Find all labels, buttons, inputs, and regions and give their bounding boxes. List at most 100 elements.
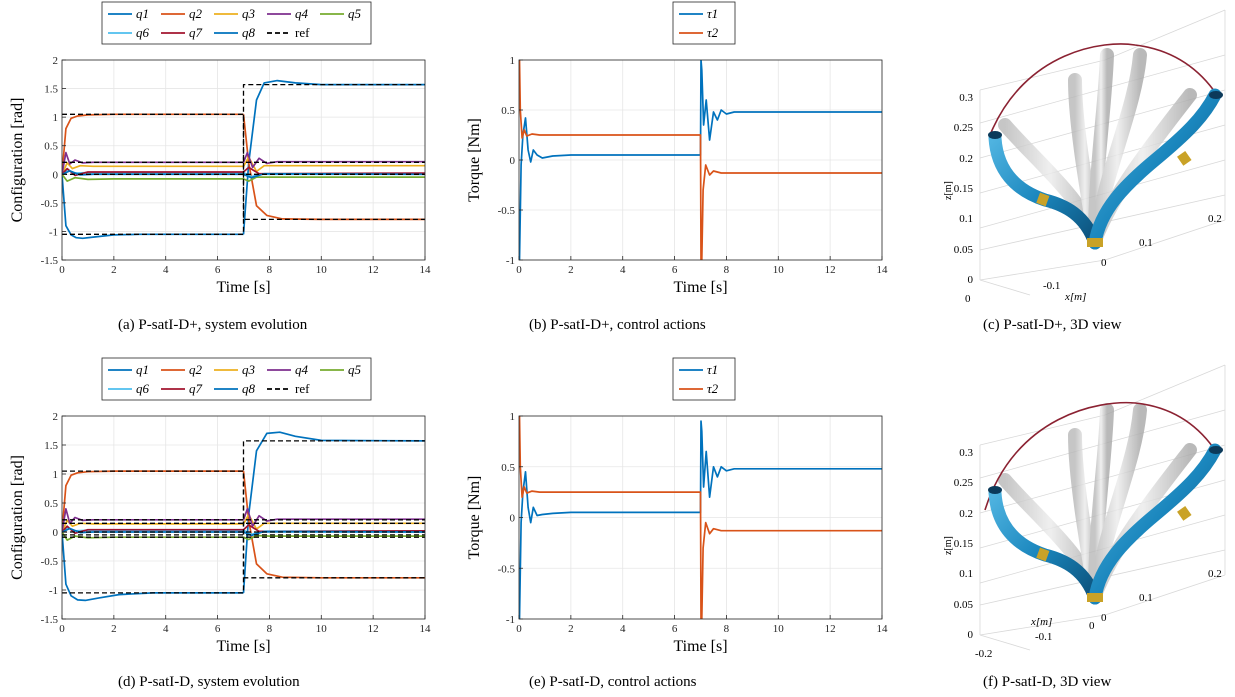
series-q2-line (242, 471, 425, 579)
caption-f: (f) P-satI-D, 3D view (983, 674, 1111, 690)
legend-label-τ1: τ1 (707, 362, 718, 377)
legend-label-q6: q6 (136, 381, 150, 396)
y-tick: 0.2 (1208, 568, 1222, 580)
x-axis-label: Time [s] (673, 279, 727, 296)
y-tick-label: -1 (49, 226, 58, 238)
z-tick-labels: 0 0.05 0.1 0.15 0.2 0.25 0.3 (954, 447, 974, 641)
series-q2-line (242, 114, 425, 221)
y-tick-label: 1.5 (44, 84, 58, 96)
z-tick: 0.25 (954, 122, 974, 134)
y-tick-label: 0.5 (501, 462, 515, 474)
y-axis-label: Configuration [rad] (9, 455, 26, 580)
legend-label-q4: q4 (295, 6, 309, 21)
x-tick-label: 2 (568, 264, 574, 276)
z-axis-label: z[m] (943, 536, 954, 555)
x-tick-label: 2 (568, 623, 574, 635)
x-tick-label: 0 (59, 623, 65, 635)
legend-label-q3: q3 (242, 362, 256, 377)
x-axis-label: Time [s] (216, 279, 270, 296)
y-tick-label: -1 (506, 614, 515, 626)
axes-frame (61, 59, 426, 261)
y-tick-label: 0.5 (501, 105, 515, 117)
x-tick-label: 10 (773, 623, 785, 635)
y-tick-label: -0.5 (498, 563, 516, 575)
panel-f: 0 0.05 0.1 0.15 0.2 0.25 0.3 z[m] 0.2 0.… (943, 364, 1226, 660)
x-axis-label: Time [s] (673, 638, 727, 655)
y-tick-label: -1.5 (41, 255, 59, 267)
x-tick-label: 6 (672, 623, 678, 635)
x-tick-label: 2 (111, 264, 117, 276)
x-tick-label: 10 (316, 623, 328, 635)
y-tick-label: 1 (510, 411, 516, 423)
y-tick: 0.2 (1208, 213, 1222, 225)
z-tick: 0.05 (954, 244, 974, 256)
y-tick: 0 (1101, 257, 1107, 269)
x-tick-label: 12 (825, 264, 836, 276)
y-tick-label: 0 (510, 513, 516, 525)
x-tick: -0.2 (975, 648, 992, 660)
panel-c: 0 0.05 0.1 0.15 0.2 0.25 0.3 z[m] 0.2 0.… (943, 9, 1226, 305)
series-q1-line (62, 174, 244, 240)
y-tick-label: -0.5 (41, 198, 59, 210)
panel-b: 0 2 4 6 8 10 12 14 -1 -0.5 0 0.5 1 Time [s] Torque [Nm… (466, 1, 888, 296)
z-tick: 0.15 (954, 538, 974, 550)
series-group (62, 79, 425, 240)
legend: q1 q2 q3 q4 q5 q6 q7 q8 ref (101, 1, 372, 45)
x-tick-label: 4 (163, 264, 169, 276)
caption-d: (d) P-satI-D, system evolution (118, 674, 300, 690)
z-tick: 0.2 (959, 508, 973, 520)
x-tick-label: 10 (773, 264, 785, 276)
x-tick-label: 10 (316, 264, 328, 276)
series-group (519, 416, 882, 619)
x-tick-label: 0 (516, 264, 522, 276)
z-tick: 0.15 (954, 183, 974, 195)
z-axis-label: z[m] (943, 181, 954, 200)
x-tick-label: 0 (516, 623, 522, 635)
x-tick: -0.1 (1043, 280, 1060, 292)
x-tick-label: 8 (724, 623, 730, 635)
legend-label-q3: q3 (242, 6, 256, 21)
y-tick-label: 0 (53, 527, 59, 539)
y-axis-label: Torque [Nm] (466, 118, 483, 202)
legend-label-τ2: τ2 (707, 25, 719, 40)
y-tick-label: 0 (53, 169, 59, 181)
x-tick-label: 8 (267, 264, 273, 276)
x-tick-label: 12 (825, 623, 836, 635)
legend-box (101, 1, 372, 45)
legend-box (101, 357, 372, 401)
panel-a: 0 2 4 6 8 10 12 14 -1.5 -1 -0.5 0 0.5 1 1.5 2 Time [s] Co… (9, 1, 431, 296)
series-ref-line (62, 440, 425, 594)
legend: q1 q2 q3 q4 q5 q6 q7 q8 ref (101, 357, 372, 401)
x-axis-label: x[m] (1064, 291, 1086, 303)
z-tick: 0.3 (959, 447, 973, 459)
legend-label-ref: ref (295, 381, 310, 396)
z-tick: 0.2 (959, 153, 973, 165)
y-tick-label: 2 (53, 411, 59, 423)
series-group (519, 60, 882, 260)
y-tick-label: 0.5 (44, 498, 58, 510)
series-ref-line (62, 83, 425, 235)
z-tick: 0.3 (959, 92, 973, 104)
legend-label-q7: q7 (189, 25, 203, 40)
legend-label-q5: q5 (348, 6, 362, 21)
series-τ2-line (519, 416, 882, 619)
trajectory-arc (989, 43, 1218, 136)
z-tick: 0 (968, 629, 974, 641)
y-axis-label: Torque [Nm] (466, 476, 483, 560)
y-tick-label: -1 (506, 255, 515, 267)
y-tick-label: 1.5 (44, 440, 58, 452)
series-q7-line (62, 166, 425, 177)
legend-label-q5: q5 (348, 362, 362, 377)
x-tick: -0.1 (1035, 631, 1052, 643)
x-tick-label: 0 (59, 264, 65, 276)
legend-label-τ1: τ1 (707, 6, 718, 21)
x-tick-label: 12 (368, 264, 379, 276)
y-tick-label: 2 (53, 55, 59, 67)
legend-label-q8: q8 (242, 25, 256, 40)
series-q5-line (62, 173, 425, 182)
legend-label-ref: ref (295, 25, 310, 40)
panel-d: 0 2 4 6 8 10 12 14 -1.5 -1 -0.5 0 0.5 1 1.5 2 Time [s] Co… (9, 357, 431, 655)
series-τ2-line (519, 60, 882, 260)
